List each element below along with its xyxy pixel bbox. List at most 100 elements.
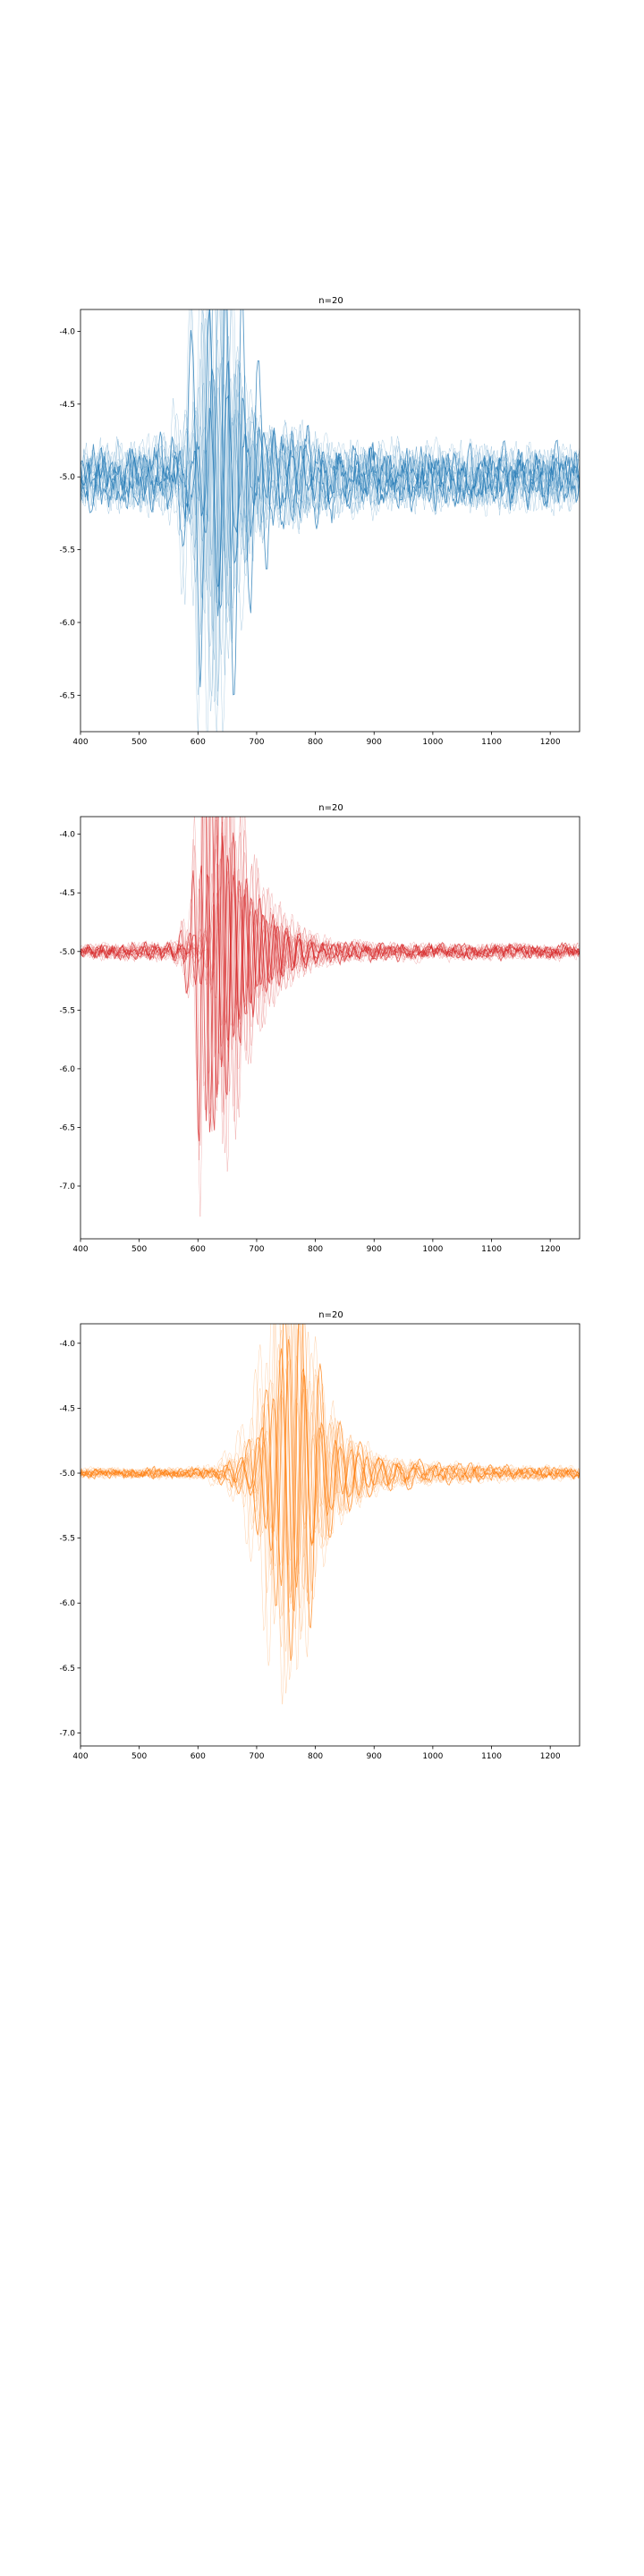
chart-2-x-tick-label-5: 900 [367,1245,382,1254]
chart-3-series-trace-14 [80,1324,580,1694]
chart-1-x-tick-label-0: 400 [72,738,88,747]
chart-3-y-tick-label-2: -5.0 [59,1470,75,1479]
chart-2-series-trace-5 [80,817,580,1146]
chart-2-x-tick-label-4: 800 [308,1245,323,1254]
chart-1-series-trace-10 [80,309,580,732]
chart-2-series-trace-15 [80,817,580,1217]
chart-3-x-tick-label-4: 800 [308,1752,323,1761]
chart-3-x-tick-label-7: 1100 [481,1752,502,1761]
chart-1-x-tick-label-2: 600 [191,738,206,747]
chart-2-x-tick-label-7: 1100 [481,1245,502,1254]
chart-2-series-trace-17 [80,842,580,1028]
chart-2-frame [80,816,580,1240]
chart-3-y-tick-label-6: -7.0 [59,1729,75,1738]
chart-1-x-tick-label-1: 500 [131,738,147,747]
chart-3-title: n=20 [318,1310,343,1320]
chart-2-y-tick-label-4: -6.0 [59,1065,75,1074]
chart-2-series-trace-14 [80,817,580,1092]
chart-1-y-tick-label-4: -6.0 [59,619,75,628]
chart-2-series-trace-12 [80,817,580,1113]
chart-3-y-tick-label-4: -6.0 [59,1599,75,1608]
chart-1-series-trace-5 [80,367,580,597]
chart-3-y-axis: -4.0 -4.5 -5.0 -5.5 -6.0 -6.5 -7.0 [59,1340,80,1738]
chart-3-series-trace-18 [80,1328,580,1599]
chart-1-series-trace-16 [80,378,580,592]
chart-1-series-trace-12 [80,309,580,695]
chart-3-series-trace-10 [80,1324,580,1648]
chart-3-series-trace-16 [80,1324,580,1605]
chart-1-series-trace-6 [80,309,580,692]
chart-2-series-trace-10 [80,817,580,1140]
chart-2-series-trace-6 [80,817,580,1087]
chart-1-series-trace-4 [80,309,580,707]
chart-2-y-tick-label-2: -5.0 [59,948,75,957]
chart-2-series-trace-16 [80,817,580,1144]
chart-1-x-tick-label-5: 900 [367,738,382,747]
chart-3-series-trace-3 [80,1339,580,1588]
chart-2-x-axis: 400 500 600 700 800 900 1000 1100 1200 [72,1239,561,1254]
chart-1-y-tick-label-1: -4.5 [59,401,75,410]
chart-3-series-trace-19 [80,1324,580,1602]
chart-2-y-tick-label-3: -5.5 [59,1006,75,1015]
chart-2-series-trace-7 [80,817,580,1080]
chart-2-y-tick-label-5: -6.5 [59,1123,75,1132]
chart-1-x-axis: 400 500 600 700 800 900 1000 1100 1200 [72,732,561,747]
chart-1-x-tick-label-4: 800 [308,738,323,747]
chart-1-series-trace-11 [80,309,580,732]
chart-3-series-trace-11 [80,1324,580,1632]
chart-2-series-trace-8 [80,817,580,1154]
chart-3-frame [80,1323,580,1747]
chart-2-x-tick-label-8: 1200 [540,1245,561,1254]
chart-2-series-trace-11 [80,817,580,1161]
chart-3-x-tick-label-3: 700 [249,1752,264,1761]
chart-3-y-tick-label-3: -5.5 [59,1535,75,1544]
chart-1: n=20 400 500 600 700 800 900 1000 1100 1200 -4.0… [59,296,580,747]
chart-3-y-tick-label-5: -6.5 [59,1665,75,1674]
chart-1-x-tick-label-8: 1200 [540,738,561,747]
chart-2-y-tick-label-1: -4.5 [59,889,75,898]
chart-3-x-tick-label-5: 900 [367,1752,382,1761]
chart-2-traces [80,817,580,1217]
chart-2-x-tick-label-6: 1000 [422,1245,443,1254]
chart-1-x-tick-label-6: 1000 [422,738,443,747]
chart-2-series-trace-20 [80,817,580,1111]
chart-3-x-tick-label-2: 600 [191,1752,206,1761]
chart-3-series-trace-4 [80,1360,580,1576]
chart-1-series-trace-2 [80,309,580,688]
chart-1-traces [80,309,580,732]
chart-3-series-trace-5 [80,1359,580,1574]
chart-3-series-trace-6 [80,1324,580,1680]
chart-1-y-tick-label-2: -5.0 [59,473,75,482]
chart-2-series-trace-19 [80,817,580,1060]
chart-3-series-trace-20 [80,1324,580,1606]
chart-3-series-trace-9 [80,1324,580,1652]
chart-3-x-tick-label-0: 400 [72,1752,88,1761]
chart-3-series-trace-17 [80,1324,580,1705]
chart-2-title: n=20 [318,803,343,813]
chart-2-series-trace-18 [80,835,580,1054]
chart-2: n=20 400 500 600 700 800 900 1000 1100 1200 -4.0… [59,803,580,1254]
chart-3-series-trace-13 [80,1368,580,1567]
chart-1-series-trace-14 [80,309,580,732]
chart-1-series-trace-19 [80,380,580,604]
chart-2-x-tick-label-3: 700 [249,1245,264,1254]
chart-2-x-tick-label-1: 500 [131,1245,147,1254]
chart-2-y-tick-label-6: -7.0 [59,1182,75,1191]
chart-2-series-trace-4 [80,817,580,1099]
chart-3-x-axis: 400 500 600 700 800 900 1000 1100 1200 [72,1746,561,1761]
chart-2-series-trace-13 [80,817,580,1172]
chart-3-series-trace-12 [80,1324,580,1619]
chart-2-series-trace-9 [80,817,580,1096]
chart-1-series-trace-20 [80,309,580,732]
chart-1-series-trace-1 [80,360,580,610]
chart-2-x-tick-label-2: 600 [191,1245,206,1254]
chart-2-y-axis: -4.0 -4.5 -5.0 -5.5 -6.0 -6.5 -7.0 [59,831,80,1191]
chart-1-y-tick-label-5: -6.5 [59,691,75,700]
chart-1-y-axis: -4.0 -4.5 -5.0 -5.5 -6.0 -6.5 [59,327,80,700]
chart-3-series-trace-15 [80,1324,580,1624]
chart-3-x-tick-label-8: 1200 [540,1752,561,1761]
chart-1-series-trace-9 [80,309,580,712]
chart-3: n=20 400 500 600 700 800 900 1000 1100 1200 -4.0… [59,1310,580,1761]
chart-3-series-trace-8 [80,1324,580,1629]
